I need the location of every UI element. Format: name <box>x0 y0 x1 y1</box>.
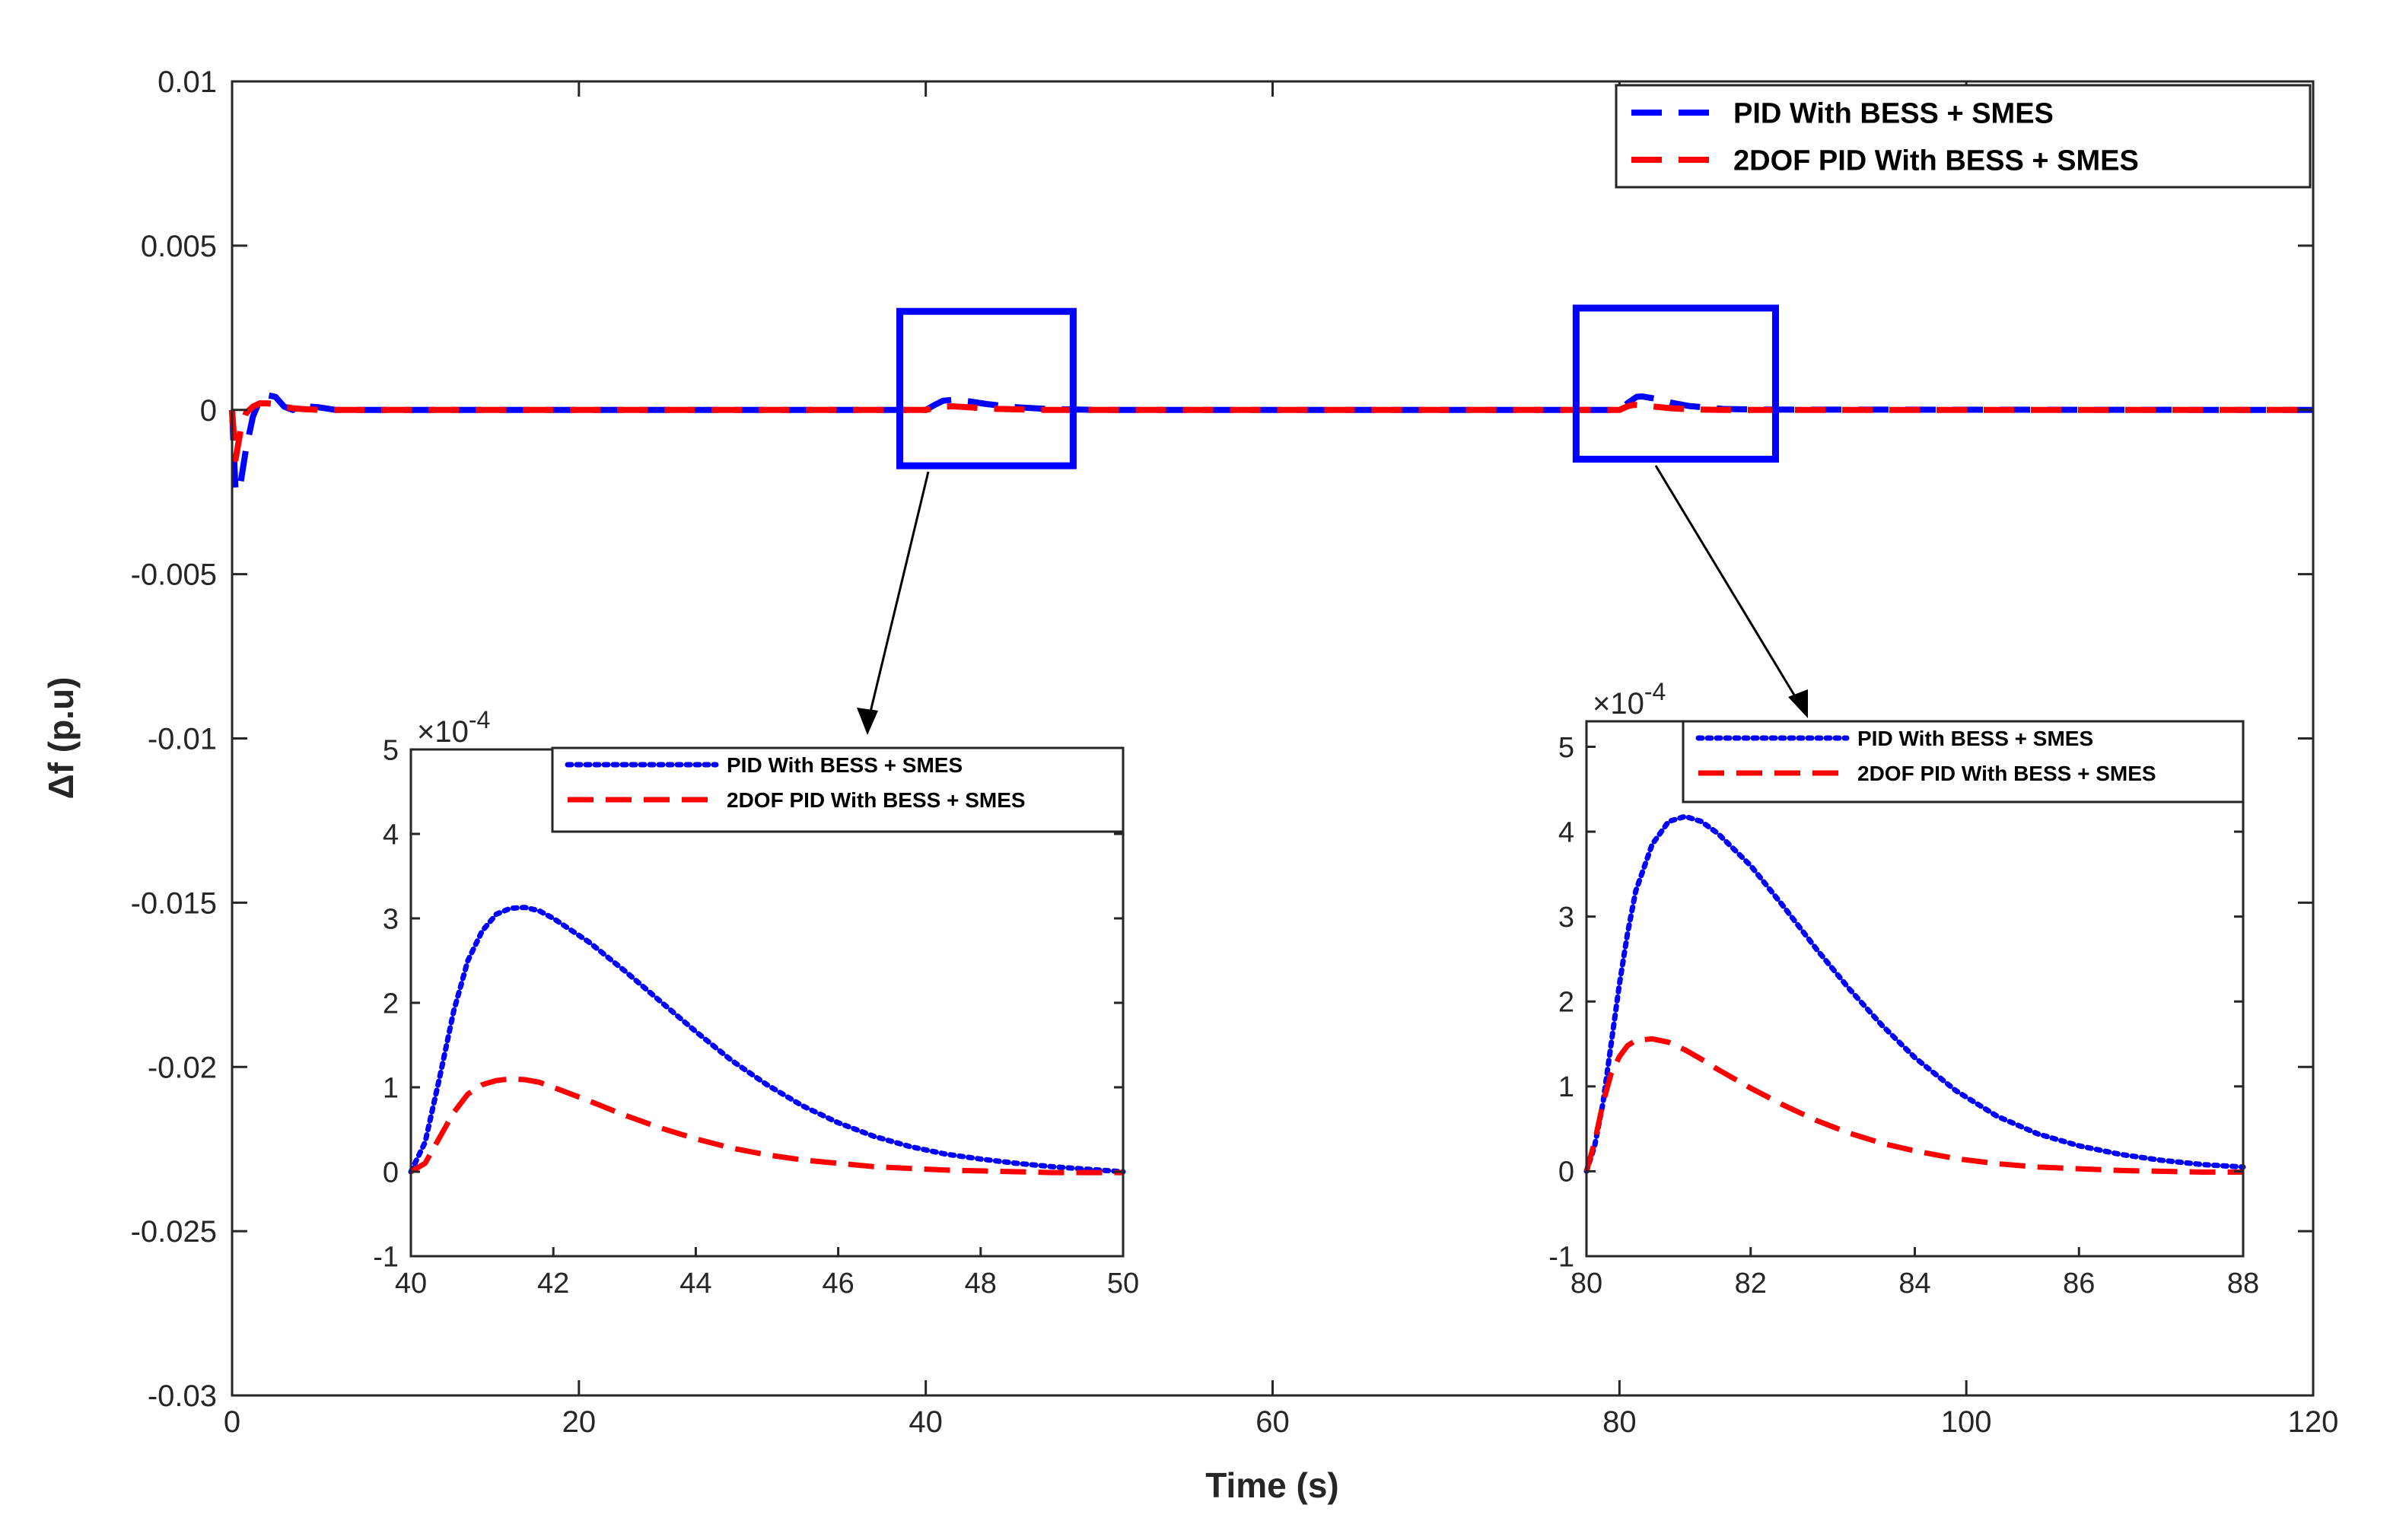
y-tick-label: 0 <box>383 1157 399 1188</box>
y-tick-label: 0 <box>1558 1157 1574 1188</box>
x-tick-label: 20 <box>562 1405 597 1439</box>
y-tick-label: 5 <box>1558 732 1574 764</box>
x-tick-label: 80 <box>1602 1405 1637 1439</box>
exponent-base: ×10 <box>417 715 469 749</box>
series-line-1 <box>229 392 2314 495</box>
series-line-2 <box>229 400 2313 463</box>
y-tick-label: -0.015 <box>131 886 217 920</box>
legend-label-1: PID With BESS + SMES <box>1857 727 2093 750</box>
legend-box <box>1615 84 2312 189</box>
zoom-arrow-head-2 <box>1788 689 1808 718</box>
zoom-arrow-line-1 <box>866 471 930 725</box>
exponent-power: -4 <box>1644 678 1666 705</box>
inset-plot-1: 40 42 44 46 48 50 5 4 3 2 1 0 -1 ×10-4 PID With BESS +… <box>373 706 1139 1300</box>
x-tick-label: 86 <box>2063 1268 2095 1300</box>
x-tick-label: 80 <box>1571 1268 1602 1300</box>
legend-box <box>1682 720 2245 803</box>
y-tick-label: 2 <box>1558 987 1574 1019</box>
zoom-arrow-head-1 <box>857 708 878 735</box>
y-tick-label: -1 <box>373 1241 399 1273</box>
x-tick-label: 44 <box>679 1268 711 1300</box>
y-tick-label: 3 <box>383 903 399 935</box>
y-tick-label: -0.025 <box>131 1215 217 1249</box>
y-tick-label: 4 <box>1558 816 1574 848</box>
x-tick-label: 40 <box>909 1405 943 1439</box>
y-tick-label: -1 <box>1548 1241 1574 1273</box>
legend-label-2: 2DOF PID With BESS + SMES <box>1733 145 2139 177</box>
zoom-box-1 <box>896 307 1077 469</box>
legend-label-2: 2DOF PID With BESS + SMES <box>727 788 1026 812</box>
x-tick-label: 100 <box>1941 1405 1992 1439</box>
y-tick-label: 0.005 <box>141 230 217 263</box>
y-tick-label: 0 <box>200 394 217 428</box>
axis-exponent-label: ×10-4 <box>417 706 490 749</box>
x-tick-label: 48 <box>965 1268 997 1300</box>
series-line-1 <box>1583 813 2246 1174</box>
legend-label-1: PID With BESS + SMES <box>727 753 963 777</box>
y-tick-label: 2 <box>383 988 399 1020</box>
legend-label-1: PID With BESS + SMES <box>1733 98 2054 130</box>
zoom-box-2 <box>1572 304 1779 463</box>
zoom-connectors <box>857 465 1808 735</box>
x-tick-label: 0 <box>224 1405 240 1439</box>
axis-exponent-label: ×10-4 <box>1593 678 1666 721</box>
series-line-2 <box>1583 1036 2243 1175</box>
legend-label-2: 2DOF PID With BESS + SMES <box>1857 762 2156 785</box>
y-tick-label: -0.005 <box>131 558 217 592</box>
inset-plot-2: 80 82 84 86 88 5 4 3 2 1 0 -1 ×10-4 PID With BESS + S… <box>1548 678 2259 1300</box>
y-tick-label: 4 <box>383 819 399 851</box>
y-tick-label: -0.02 <box>148 1051 217 1084</box>
y-tick-label: 0.01 <box>158 65 217 99</box>
zoom-arrow-line-2 <box>1654 465 1803 708</box>
y-tick-label: -0.01 <box>148 723 217 756</box>
x-tick-label: 40 <box>395 1268 427 1300</box>
series-line-2 <box>409 1076 1123 1176</box>
x-tick-label: 46 <box>822 1268 854 1300</box>
x-tick-label: 50 <box>1107 1268 1139 1300</box>
x-tick-label: 84 <box>1898 1268 1930 1300</box>
y-tick-label: 1 <box>1558 1071 1574 1103</box>
x-tick-label: 82 <box>1735 1268 1767 1300</box>
y-tick-label: 5 <box>383 734 399 766</box>
exponent-power: -4 <box>469 706 490 733</box>
x-axis-label: Time (s) <box>1205 1465 1339 1505</box>
x-tick-label: 120 <box>2288 1405 2339 1439</box>
y-axis-label: Δf (p.u) <box>41 677 81 800</box>
series-line-1 <box>408 905 1126 1175</box>
exponent-base: ×10 <box>1593 687 1644 721</box>
plot-area <box>1586 721 2243 1256</box>
x-tick-label: 88 <box>2227 1268 2259 1300</box>
y-tick-label: -0.03 <box>148 1379 217 1413</box>
y-tick-label: 1 <box>383 1072 399 1104</box>
x-tick-label: 42 <box>537 1268 569 1300</box>
x-tick-label: 60 <box>1255 1405 1290 1439</box>
y-tick-label: 3 <box>1558 902 1574 934</box>
legend-box <box>551 746 1125 833</box>
